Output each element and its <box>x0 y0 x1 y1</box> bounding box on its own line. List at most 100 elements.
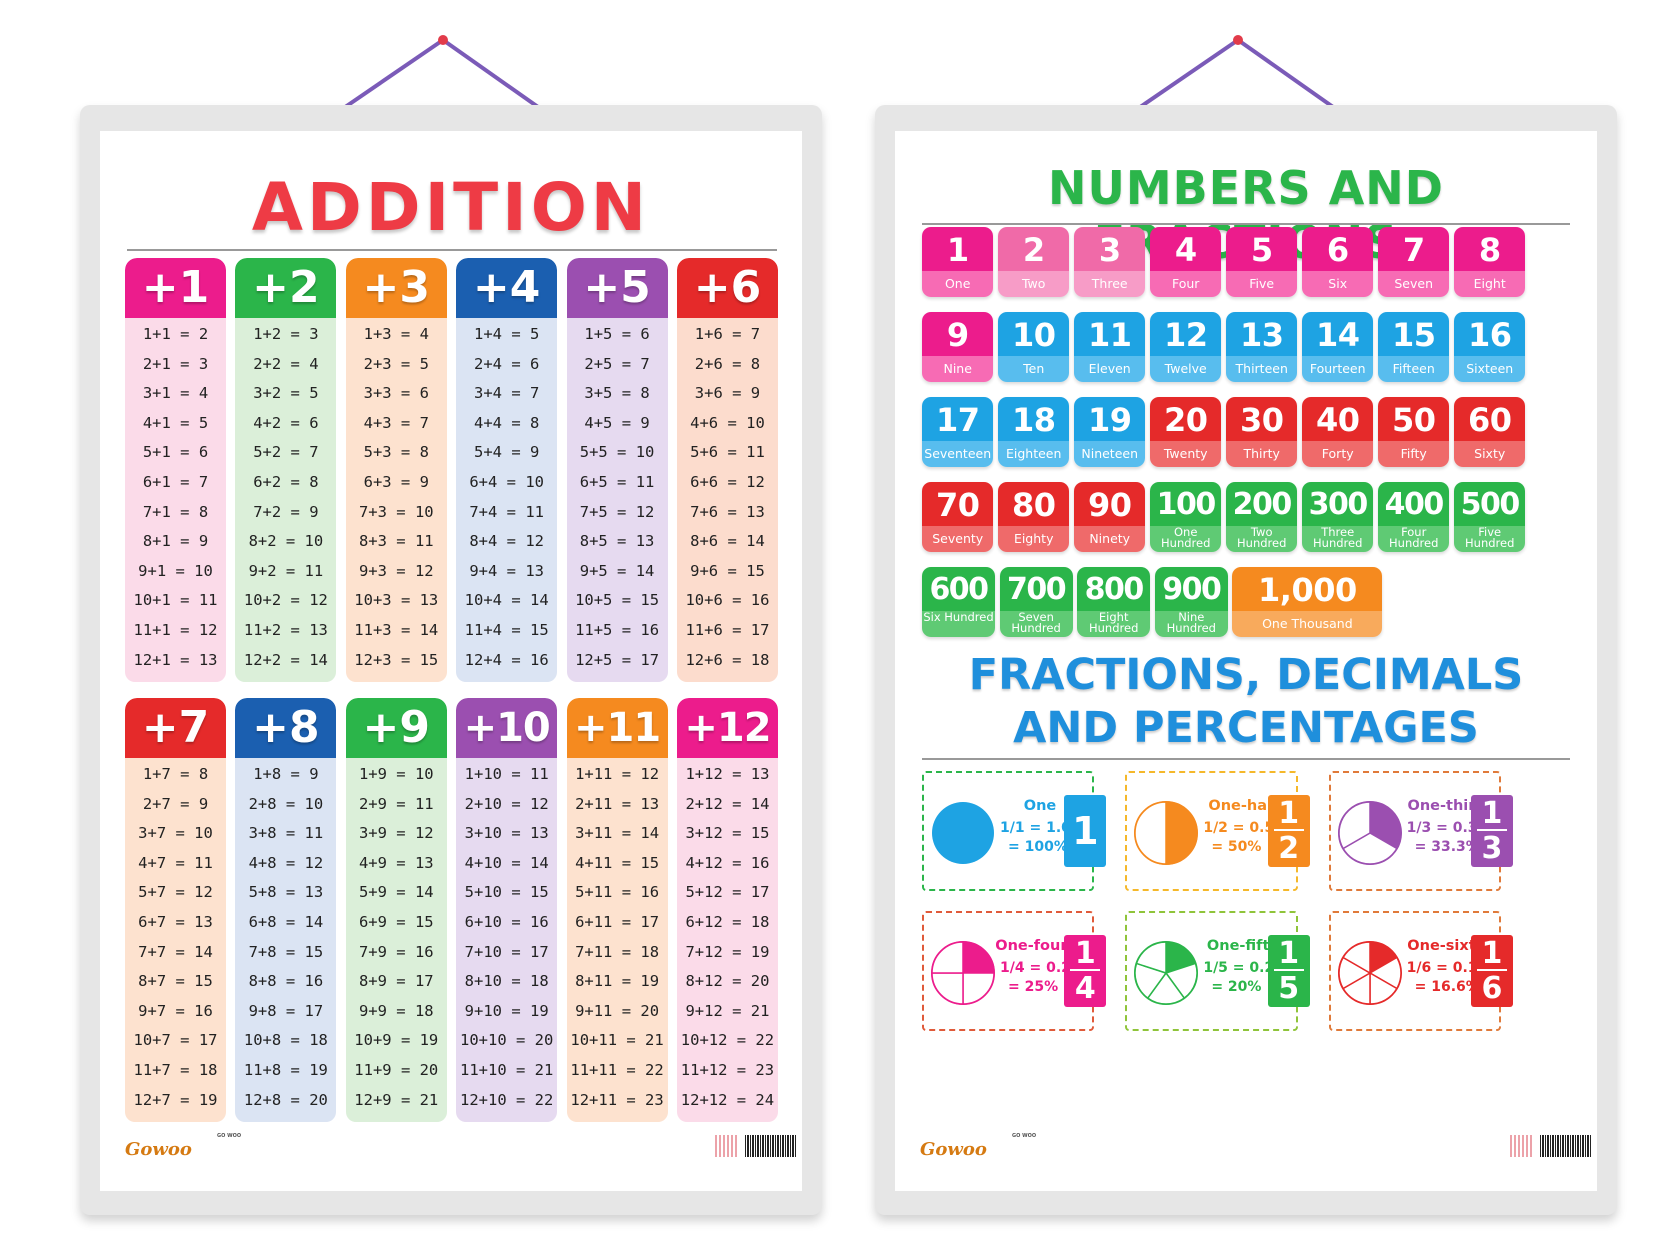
addition-tables: +1 1+1 = 2 2+1 = 3 3+1 = 4 4+1 = 5 5+1 = 6 6+1… <box>125 258 778 1138</box>
number-word: One Thousand <box>1232 611 1383 637</box>
equation: 6+3 = 9 <box>363 472 429 491</box>
number-value: 800 <box>1077 567 1151 611</box>
equation: 9+8 = 17 <box>248 1001 324 1020</box>
equation: 11+8 = 19 <box>243 1060 328 1079</box>
number-value: 500 <box>1454 482 1526 526</box>
table-header: +7 <box>125 698 226 758</box>
fraction-numerator: 1 <box>1072 809 1099 853</box>
equation: 10+4 = 14 <box>464 591 549 610</box>
equation: 1+7 = 8 <box>142 765 209 783</box>
number-word: Six Hundred <box>922 611 995 637</box>
number-value: 18 <box>998 397 1070 441</box>
equation: 4+10 = 14 <box>464 853 549 872</box>
equation: 8+10 = 18 <box>464 972 549 991</box>
equation: 9+5 = 14 <box>579 561 655 580</box>
fraction-name: One <box>1023 798 1057 814</box>
equation: 12+12 = 24 <box>680 1090 775 1109</box>
addition-table: +6 1+6 = 7 2+6 = 8 3+6 = 9 4+6 = 10 5+6 = 11 6… <box>676 258 778 682</box>
number-value: 30 <box>1226 397 1298 441</box>
addition-table: +10 1+10 = 11 2+10 = 12 3+10 = 13 4+10 = 14 5… <box>456 698 558 1122</box>
number-cards: 1 One 2 Two 3 Three 4 Four 5 Five 6 Six 7 Seven 8 Eight… <box>922 227 1530 652</box>
number-card: 12 Twelve <box>1150 312 1222 382</box>
equation: 1+12 = 13 <box>685 765 770 783</box>
equation: 6+10 = 16 <box>464 912 549 931</box>
equation: 8+7 = 15 <box>138 972 213 991</box>
fraction-numerator: 1 <box>1273 935 1304 971</box>
equation: 12+2 = 14 <box>243 650 328 669</box>
equation: 10+8 = 18 <box>243 1031 328 1050</box>
number-word: One Hundred <box>1150 526 1222 552</box>
equation: 7+12 = 19 <box>685 942 770 961</box>
fraction-pie-icon <box>1337 801 1402 865</box>
fraction-percent: = 20% <box>1211 979 1262 995</box>
number-card: 800 Eight Hundred <box>1077 567 1151 637</box>
number-card: 11 Eleven <box>1074 312 1146 382</box>
fraction-card: One-half 1/2 = 0.50 = 50% 1 2 <box>1125 771 1310 891</box>
equation: 12+4 = 16 <box>464 650 549 669</box>
number-value: 40 <box>1302 397 1374 441</box>
number-value: 10 <box>998 312 1070 356</box>
number-value: 50 <box>1378 397 1450 441</box>
equation: 2+7 = 9 <box>142 794 209 813</box>
fraction-numerator: 1 <box>1476 795 1507 831</box>
number-word: Seven <box>1378 271 1450 297</box>
number-word: Three <box>1074 271 1146 297</box>
equation: 4+2 = 6 <box>253 413 319 432</box>
number-value: 17 <box>922 397 994 441</box>
number-word: Four <box>1150 271 1222 297</box>
equation: 4+9 = 13 <box>358 853 434 872</box>
equation: 1+1 = 2 <box>142 325 209 343</box>
number-card: 14 Fourteen <box>1302 312 1374 382</box>
number-value: 7 <box>1378 227 1450 271</box>
number-card: 1 One <box>922 227 994 297</box>
equation: 10+12 = 22 <box>680 1031 775 1050</box>
equation: 9+7 = 16 <box>138 1001 213 1020</box>
fraction-percent: = 16.6% <box>1414 979 1480 995</box>
equation: 9+12 = 21 <box>685 1001 770 1020</box>
equation: 3+8 = 11 <box>248 824 324 843</box>
equation: 5+8 = 13 <box>248 883 324 902</box>
number-value: 9 <box>922 312 994 356</box>
fraction-name: One-fourth <box>995 938 1085 954</box>
equation: 10+11 = 21 <box>570 1031 664 1050</box>
number-value: 400 <box>1378 482 1450 526</box>
equation: 3+5 = 8 <box>584 384 650 403</box>
table-header: +1 <box>125 258 226 318</box>
number-card: 13 Thirteen <box>1226 312 1298 382</box>
equation: 7+7 = 14 <box>138 942 213 961</box>
fraction-decimal: 1/2 = 0.50 <box>1203 820 1284 836</box>
equation: 2+8 = 10 <box>248 794 324 813</box>
equation: 2+2 = 4 <box>253 354 319 373</box>
equation: 2+3 = 5 <box>363 354 429 373</box>
equation: 7+2 = 9 <box>253 502 319 521</box>
number-value: 8 <box>1454 227 1526 271</box>
number-word: Three Hundred <box>1302 526 1374 552</box>
pie-slice <box>1341 941 1371 975</box>
number-card: 18 Eighteen <box>998 397 1070 467</box>
table-header: +4 <box>456 258 558 318</box>
equation: 10+2 = 12 <box>243 591 328 610</box>
number-word: Sixteen <box>1454 356 1526 382</box>
equation: 5+5 = 10 <box>579 443 655 462</box>
equation: 6+7 = 13 <box>138 912 213 931</box>
equation: 3+4 = 7 <box>474 384 540 403</box>
equation: 7+11 = 18 <box>575 942 660 961</box>
addition-table: +12 1+12 = 13 2+12 = 14 3+12 = 15 4+12 = 16 5… <box>676 698 778 1122</box>
number-value: 90 <box>1074 482 1146 526</box>
equation: 8+4 = 12 <box>469 532 544 551</box>
equation: 4+3 = 7 <box>363 413 429 432</box>
equation: 10+1 = 11 <box>133 591 218 610</box>
equation: 6+4 = 10 <box>469 472 544 491</box>
number-value: 4 <box>1150 227 1222 271</box>
equation: 12+1 = 13 <box>133 650 218 669</box>
equation: 12+5 = 17 <box>575 650 660 669</box>
number-card: 50 Fifty <box>1378 397 1450 467</box>
equation: 6+12 = 18 <box>685 912 770 931</box>
equation: 11+9 = 20 <box>354 1060 439 1079</box>
equation: 1+10 = 11 <box>464 765 549 783</box>
equation: 11+3 = 14 <box>354 620 439 639</box>
barcode-icon <box>745 1135 797 1157</box>
number-value: 300 <box>1302 482 1374 526</box>
equation: 4+12 = 16 <box>685 853 770 872</box>
fraction-decimal: 1/3 = 0.33 <box>1406 820 1488 836</box>
